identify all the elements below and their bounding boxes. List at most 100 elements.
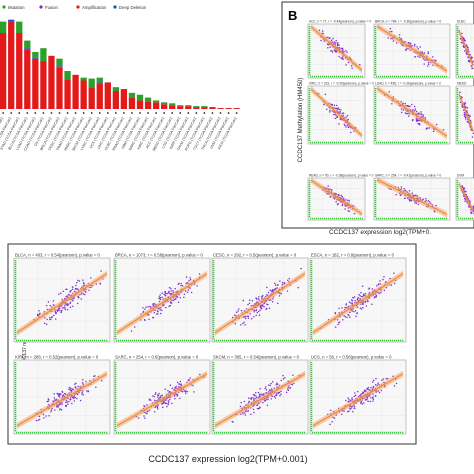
scatter-panel: ACC, n = 77, r = -0.44(pearson), p.value… — [307, 20, 372, 79]
scatter-point — [422, 114, 424, 116]
scatter-point — [35, 419, 38, 422]
scatter-point — [417, 55, 419, 58]
scatter-point — [188, 379, 190, 381]
bar-segment — [144, 101, 152, 109]
scatter-point — [239, 405, 242, 408]
scatter-point — [350, 131, 352, 134]
scatter-point — [53, 397, 56, 399]
scatter-point — [62, 290, 65, 293]
scatter-point — [165, 402, 168, 405]
bar-segment — [128, 97, 136, 109]
scatter-point — [341, 204, 343, 207]
scatter-point — [253, 411, 255, 414]
bar-segment — [8, 19, 15, 22]
scatter-point — [465, 190, 467, 193]
scatter-point — [43, 322, 46, 325]
scatter-point — [346, 115, 349, 117]
scatter-point — [156, 394, 159, 396]
scatter-point — [172, 290, 174, 292]
scatter-point — [58, 393, 60, 396]
scatter-point — [414, 109, 416, 112]
bar-segment — [32, 58, 39, 109]
scatter-point — [378, 292, 381, 295]
scatter-point — [81, 393, 83, 395]
scatter-point — [190, 291, 193, 294]
scatter-point — [335, 39, 337, 42]
scatter-point — [334, 42, 337, 44]
bar-segment — [201, 107, 208, 109]
bar-segment — [120, 89, 128, 109]
scatter-point — [163, 293, 165, 296]
scatter-panel: LUAD, n = 456, r = -0.36(pearson), p.val… — [373, 82, 451, 145]
legend-label: Deep Deletion — [119, 5, 147, 10]
scatter-point — [351, 398, 353, 401]
scatter-point — [366, 398, 368, 401]
scatter-point — [360, 291, 362, 294]
scatter-point — [59, 309, 61, 312]
scatter-point — [186, 291, 189, 293]
scatter-point — [349, 311, 351, 314]
scatter-point — [464, 102, 467, 105]
scatter-point — [335, 200, 337, 203]
scatter-point — [407, 105, 410, 107]
scatter-point — [280, 379, 283, 382]
scatter-point — [259, 306, 262, 308]
scatter-point — [470, 212, 473, 214]
scatter-panel: BRCA, n = 784, r = -0.36(pearson), p.val… — [373, 20, 451, 79]
regression-line — [214, 273, 306, 334]
scatter-point — [90, 277, 92, 279]
tick-marker — [26, 112, 29, 114]
scatter-point — [180, 282, 182, 285]
tick-marker — [106, 112, 109, 114]
scatter-point — [368, 287, 371, 289]
scatter-point — [69, 291, 71, 293]
bar-segment — [225, 108, 232, 109]
scatter-point — [341, 56, 344, 59]
scatter-point — [331, 189, 333, 191]
scatter-point — [344, 316, 347, 318]
scatter-point — [329, 423, 331, 426]
scatter-point — [276, 383, 279, 386]
scatter-point — [408, 189, 411, 192]
scatter-point — [404, 102, 406, 105]
scatter-point — [375, 377, 377, 380]
scatter-point — [341, 195, 343, 198]
scatter-point — [354, 310, 357, 312]
scatter-title: CESC, n = 292, r = 0.5(pearson), p.value… — [213, 253, 297, 258]
bar-segment — [177, 105, 184, 107]
scatter-point — [189, 377, 192, 379]
scatter-title: UVM — [457, 174, 464, 178]
scatter-point — [174, 298, 177, 300]
scatter-point — [134, 326, 136, 328]
scatter-point — [353, 296, 356, 298]
scatter-point — [270, 299, 272, 301]
scatter-point — [268, 384, 270, 386]
scatter-point — [353, 310, 355, 313]
bar-segment — [128, 92, 136, 98]
scatter-point — [463, 37, 465, 40]
scatter-panel: MESO — [455, 82, 474, 145]
scatter-point — [71, 402, 73, 405]
scatter-point — [93, 375, 95, 378]
scatter-point — [278, 295, 281, 297]
tick-marker — [227, 112, 230, 114]
scatter-panel: BLCA, n = 403, r = 0.54(pearson), p.valu… — [13, 253, 111, 343]
bar-segment — [24, 49, 31, 109]
bar-segment — [185, 105, 192, 107]
scatter-point — [39, 312, 41, 315]
scatter-point — [268, 307, 271, 309]
scatter-point — [247, 410, 250, 412]
scatter-point — [153, 395, 155, 398]
tick-marker — [235, 112, 238, 114]
scatter-point — [260, 308, 263, 310]
scatter-panel: SARC, n = 254, r = 0.6(pearson), p.value… — [113, 355, 211, 435]
scatter-point — [255, 392, 257, 394]
scatter-point — [154, 406, 156, 409]
scatter-point — [38, 418, 41, 421]
scatter-point — [333, 104, 336, 106]
scatter-point — [175, 387, 177, 389]
tick-marker — [211, 112, 214, 114]
scatter-point — [361, 285, 364, 287]
bar-segment — [88, 87, 95, 109]
legend-label: Amplification — [82, 5, 107, 10]
